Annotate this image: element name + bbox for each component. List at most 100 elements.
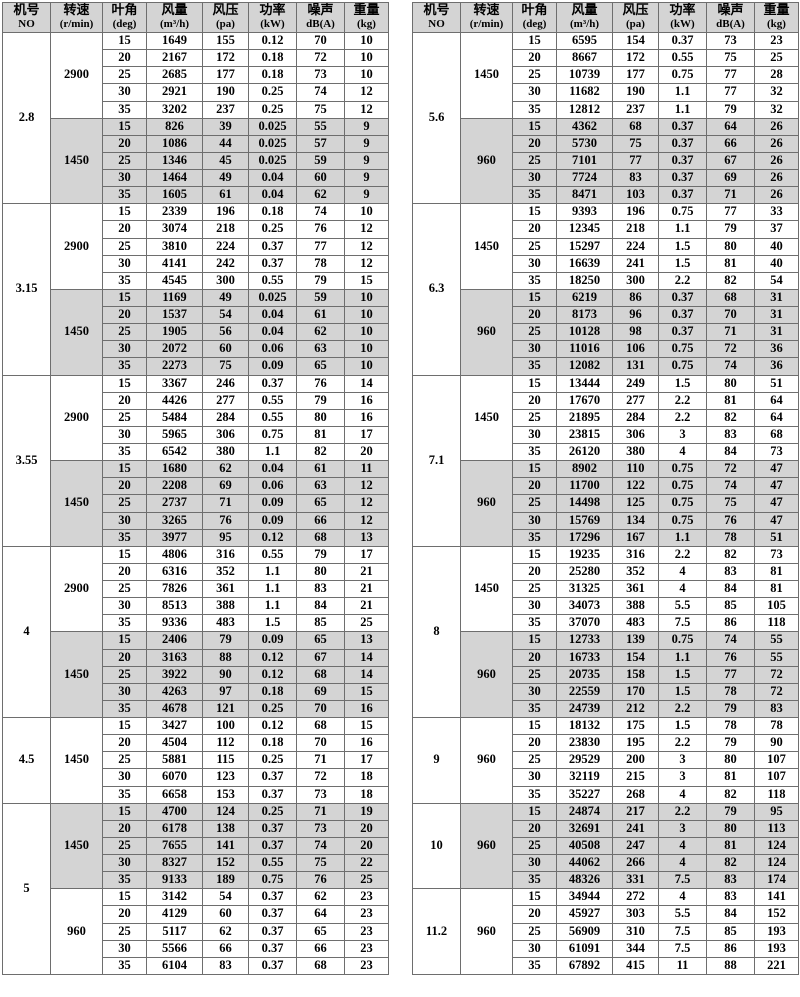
- noise-level: 79: [296, 271, 345, 290]
- noise-level: 82: [706, 785, 755, 804]
- motor-power: 1.1: [658, 220, 707, 239]
- blade-angle: 35: [102, 186, 147, 205]
- blade-angle: 25: [512, 751, 557, 770]
- air-pressure: 79: [202, 631, 249, 650]
- air-pressure: 415: [612, 956, 659, 975]
- table-row: 20 11700 122 0.75 74 47: [413, 477, 799, 496]
- air-flow: 34944: [556, 888, 613, 907]
- air-flow: 37070: [556, 614, 613, 633]
- blade-angle: 20: [102, 49, 147, 68]
- motor-power: 0.37: [248, 237, 297, 256]
- motor-power: 7.5: [658, 871, 707, 890]
- motor-power: 1.1: [658, 100, 707, 119]
- air-flow: 6178: [146, 819, 203, 838]
- air-pressure: 361: [202, 579, 249, 599]
- air-flow: 3163: [146, 648, 203, 667]
- blade-angle: 35: [512, 528, 557, 547]
- table-row: 20 6316 352 1.1 80 21: [3, 562, 389, 582]
- noise-level: 88: [706, 956, 755, 975]
- air-flow: 6219: [556, 288, 613, 308]
- table-header-right: 机号 NO 转速 (r/min) 叶角 (deg) 风量 (m³/h) 风压 (pa) 功率 (kW)…: [412, 2, 799, 33]
- motor-power: 0.25: [248, 220, 297, 239]
- motor-power: 0.55: [248, 408, 297, 427]
- blade-angle: 25: [102, 836, 147, 856]
- air-pressure: 331: [612, 871, 659, 890]
- air-pressure: 380: [612, 442, 659, 462]
- motor-power: 0.04: [248, 305, 297, 325]
- noise-level: 84: [296, 597, 345, 616]
- table-row: 25 21895 284 2.2 82 64: [413, 408, 799, 427]
- unit-weight: 25: [754, 49, 799, 68]
- motor-power: 1.5: [658, 665, 707, 684]
- motor-power: 0.37: [248, 785, 297, 804]
- noise-level: 80: [296, 408, 345, 427]
- noise-level: 78: [706, 682, 755, 701]
- noise-level: 76: [706, 648, 755, 667]
- motor-power: 1.5: [248, 614, 297, 633]
- air-flow: 6542: [146, 442, 203, 462]
- fan-model-no: 9: [412, 717, 461, 804]
- noise-level: 70: [296, 699, 345, 719]
- table-row: 30 2072 60 0.06 63 10: [3, 340, 389, 359]
- motor-power: 1.5: [658, 374, 707, 393]
- table-row: 960 15 6219 86 0.37 68 31: [413, 288, 799, 376]
- blade-angle: 15: [102, 545, 147, 564]
- table-row: 35 17296 167 1.1 78 51: [413, 528, 799, 547]
- air-flow: 40508: [556, 836, 613, 856]
- table-row: 25 10739 177 0.75 77 28: [413, 66, 799, 85]
- noise-level: 82: [296, 442, 345, 462]
- unit-weight: 55: [754, 631, 799, 650]
- blade-angle: 15: [102, 631, 147, 650]
- motor-power: 0.37: [248, 939, 297, 958]
- unit-weight: 9: [344, 151, 389, 171]
- air-pressure: 306: [202, 425, 249, 445]
- motor-power: 2.2: [658, 545, 707, 564]
- table-row: 20 23830 195 2.2 79 90: [413, 734, 799, 753]
- unit-weight: 72: [754, 665, 799, 684]
- noise-level: 79: [706, 699, 755, 719]
- air-flow: 15297: [556, 237, 613, 256]
- table-row: 35 6658 153 0.37 73 18: [3, 785, 389, 804]
- column-header-angle: 叶角 (deg): [102, 2, 147, 33]
- table-row: 20 3163 88 0.12 67 14: [3, 648, 389, 667]
- column-header-unit: dB(A): [306, 18, 335, 31]
- unit-weight: 81: [754, 579, 799, 599]
- motor-power: 0.09: [248, 494, 297, 513]
- air-flow: 26120: [556, 442, 613, 462]
- blade-angle: 20: [512, 220, 557, 239]
- column-header-unit: (deg): [112, 18, 137, 31]
- blade-angle: 35: [512, 785, 557, 804]
- motor-power: 1.1: [658, 83, 707, 102]
- blade-angle: 20: [512, 905, 557, 924]
- blade-angle: 15: [102, 374, 147, 393]
- noise-level: 75: [296, 853, 345, 873]
- motor-power: 4: [658, 442, 707, 462]
- air-flow: 48326: [556, 871, 613, 890]
- motor-power: 3: [658, 768, 707, 787]
- motor-power: 5.5: [658, 905, 707, 924]
- air-pressure: 284: [202, 408, 249, 427]
- table-row: 1450 15 826 39 0.025 55 9: [3, 117, 389, 205]
- blade-angle: 35: [102, 528, 147, 547]
- noise-level: 79: [706, 802, 755, 821]
- column-header-cn: 风压: [622, 3, 649, 19]
- air-flow: 4426: [146, 391, 203, 410]
- noise-level: 82: [706, 853, 755, 873]
- motor-power: 0.37: [248, 888, 297, 907]
- unit-weight: 124: [754, 836, 799, 856]
- motor-power: 1.1: [248, 562, 297, 582]
- blade-angle: 25: [512, 494, 557, 513]
- unit-weight: 47: [754, 460, 799, 479]
- blade-angle: 15: [102, 117, 147, 136]
- blade-angle: 15: [512, 117, 557, 136]
- air-pressure: 380: [202, 442, 249, 462]
- air-flow: 1905: [146, 323, 203, 342]
- air-pressure: 218: [612, 220, 659, 239]
- table-row: 35 48326 331 7.5 83 174: [413, 871, 799, 890]
- air-flow: 9336: [146, 614, 203, 633]
- air-flow: 8173: [556, 305, 613, 325]
- blade-angle: 25: [512, 665, 557, 684]
- unit-weight: 26: [754, 117, 799, 136]
- motor-power: 0.37: [658, 288, 707, 308]
- air-flow: 1086: [146, 134, 203, 153]
